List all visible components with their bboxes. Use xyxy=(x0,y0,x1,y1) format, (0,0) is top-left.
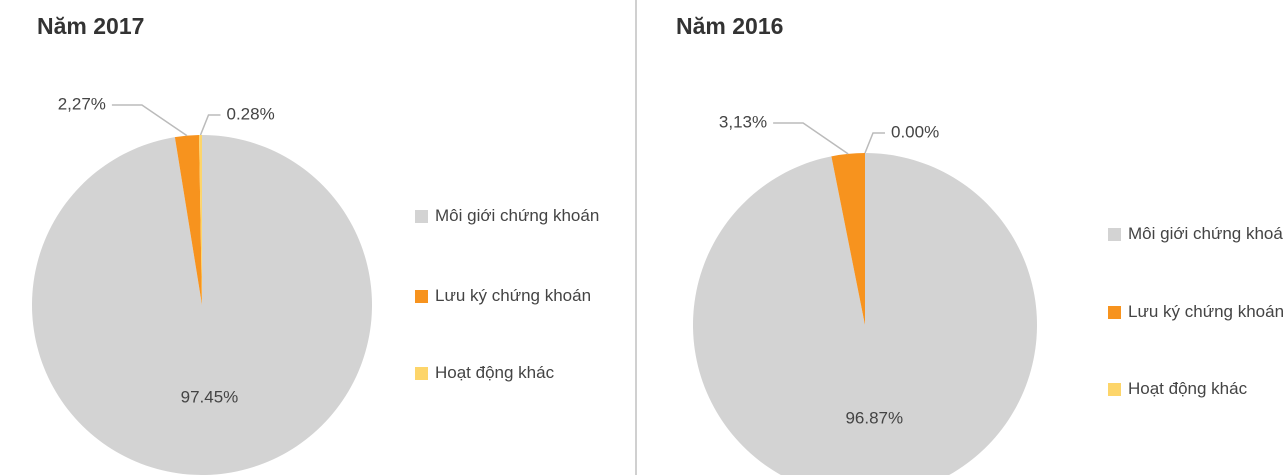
legend-swatch xyxy=(415,367,428,380)
leader-line xyxy=(111,104,188,137)
chart-title: Năm 2016 xyxy=(676,13,783,39)
legend-item: Hoạt động khác xyxy=(1108,373,1284,405)
data-label: 0.00% xyxy=(891,122,939,141)
pie-slice xyxy=(693,153,1037,475)
data-label: 0.28% xyxy=(227,104,275,123)
legend-label: Môi giới chứng khoán xyxy=(435,206,600,225)
chart-title: Năm 2017 xyxy=(37,13,144,39)
legend-label: Hoạt động khác xyxy=(435,363,555,382)
legend-item: Môi giới chứng khoán xyxy=(415,200,605,232)
legend-item: Hoạt động khác xyxy=(415,357,605,389)
pie-slice xyxy=(199,135,202,305)
legend-swatch xyxy=(415,210,428,223)
leader-line xyxy=(773,122,849,155)
leader-line xyxy=(199,114,221,136)
data-label: 2,27% xyxy=(58,94,106,113)
legend-label: Lưu ký chứng khoán xyxy=(435,286,592,305)
legend-swatch xyxy=(1108,228,1121,241)
pie-slice xyxy=(831,153,865,325)
legend-swatch xyxy=(415,290,428,303)
legend-item: Lưu ký chứng khoán xyxy=(415,280,605,312)
legend-label: Môi giới chứng khoán xyxy=(1128,224,1284,243)
legend-swatch xyxy=(1108,306,1121,319)
legend-label: Hoạt động khác xyxy=(1128,379,1248,398)
pie-slice xyxy=(32,135,372,475)
legend-item: Môi giới chứng khoán xyxy=(1108,218,1284,250)
data-label: 97.45% xyxy=(181,388,239,407)
leader-line xyxy=(864,132,885,154)
pie-slice xyxy=(174,135,202,305)
legend-swatch xyxy=(1108,383,1121,396)
data-label: 96.87% xyxy=(845,409,903,428)
legend-label: Lưu ký chứng khoán xyxy=(1128,302,1284,321)
legend-item: Lưu ký chứng khoán xyxy=(1108,296,1284,328)
data-label: 3,13% xyxy=(719,112,767,131)
